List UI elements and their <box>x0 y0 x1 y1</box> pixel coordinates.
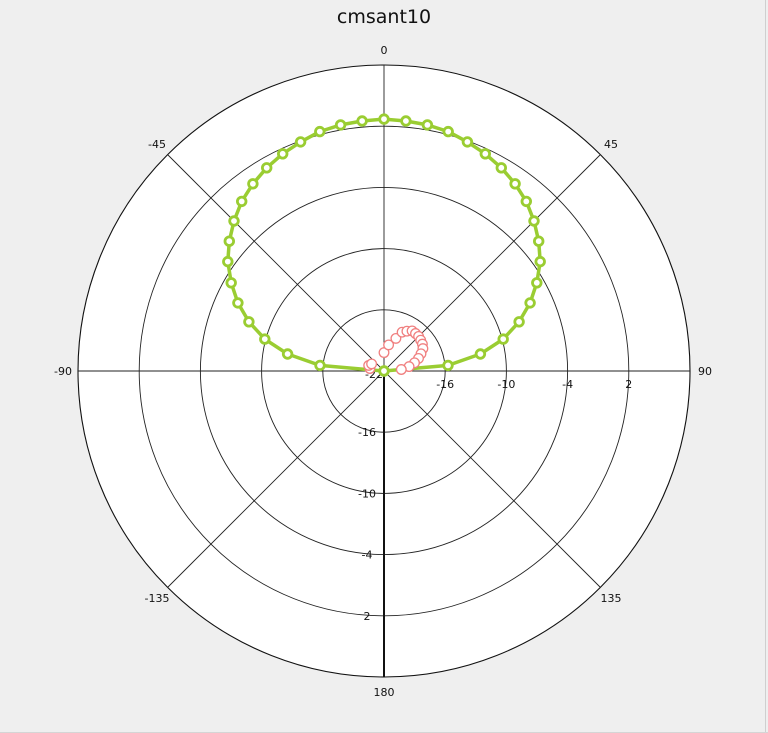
series-marker <box>225 277 237 289</box>
series-marker <box>243 316 255 328</box>
series-marker <box>378 365 390 377</box>
series-marker <box>294 136 307 148</box>
radial-tick-label: -10 <box>497 378 515 391</box>
series-marker <box>442 125 454 138</box>
series-marker <box>314 359 326 372</box>
series-marker <box>356 115 368 127</box>
angle-tick-label: 135 <box>600 592 621 605</box>
angle-tick-label: -135 <box>145 592 170 605</box>
series-marker <box>232 297 244 309</box>
radial-tick-label: 2 <box>625 378 632 391</box>
series-marker <box>528 215 540 227</box>
series-marker <box>366 358 378 370</box>
series-marker <box>497 333 509 345</box>
series-marker <box>383 339 395 351</box>
window-edge-right <box>765 0 766 733</box>
series-marker <box>421 119 434 131</box>
series-marker <box>442 359 454 372</box>
angle-tick-label: -45 <box>148 138 166 151</box>
radial-tick-label: -4 <box>362 549 373 562</box>
series-marker <box>235 195 248 208</box>
chart-title: cmsant10 <box>336 6 432 28</box>
angle-tick-label: 90 <box>698 365 712 378</box>
series-marker <box>533 235 545 247</box>
series-marker <box>534 255 546 268</box>
angle-tick-label: 0 <box>381 44 388 57</box>
series-marker <box>378 113 390 125</box>
series-marker <box>520 195 533 208</box>
series-marker <box>400 115 412 127</box>
angle-tick-label: -90 <box>54 365 72 378</box>
series-marker <box>314 125 326 138</box>
series-marker <box>531 277 543 289</box>
radial-tick-label: -4 <box>562 378 573 391</box>
radial-tick-label: -16 <box>358 426 376 439</box>
series-marker <box>513 316 525 328</box>
series-marker <box>524 297 536 309</box>
series-marker <box>334 119 347 131</box>
angle-tick-label: 180 <box>374 686 395 699</box>
series-marker <box>509 178 521 190</box>
radial-tick-label: 2 <box>364 610 371 623</box>
series-marker <box>261 162 273 174</box>
series-marker <box>277 148 289 160</box>
series-marker <box>461 136 474 148</box>
series-marker <box>479 148 492 160</box>
angle-tick-label: 45 <box>604 138 618 151</box>
series-marker <box>495 162 508 174</box>
series-marker <box>223 235 236 247</box>
series-marker <box>281 348 294 360</box>
radial-tick-label: -16 <box>436 378 454 391</box>
series-marker <box>395 364 407 375</box>
series-marker <box>259 333 271 345</box>
series-marker <box>228 215 240 227</box>
series-marker <box>474 348 487 360</box>
series-marker <box>222 255 234 268</box>
radial-tick-label: -10 <box>358 487 376 500</box>
series-marker <box>247 178 259 190</box>
